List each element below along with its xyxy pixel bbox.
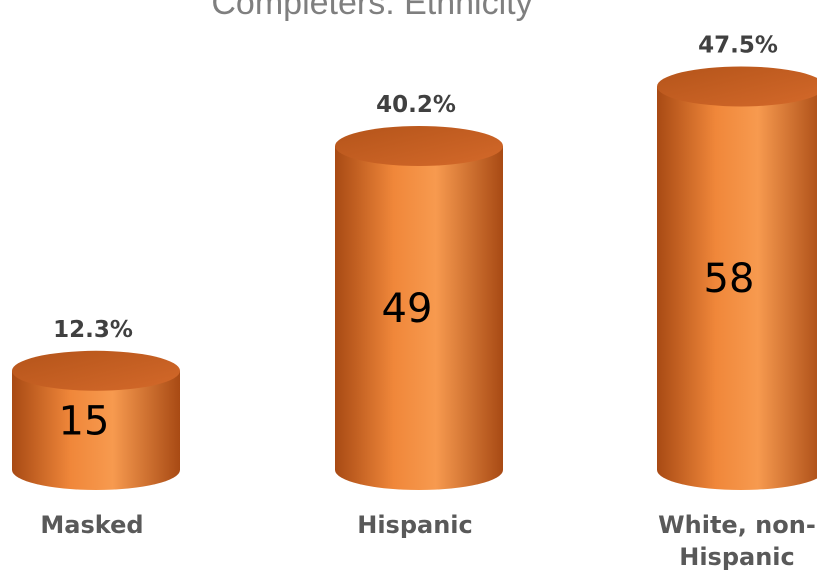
value-label-1: 15 [59, 398, 110, 444]
bar-body-3 [657, 86, 817, 490]
bar-top-2 [335, 125, 503, 166]
bar-body-2 [335, 145, 503, 490]
percent-label-1: 12.3% [53, 317, 133, 343]
category-label-2: Hispanic [357, 511, 473, 539]
category-label-3-line-2: Hispanic [679, 543, 795, 571]
category-label-1: Masked [40, 511, 143, 539]
bars-layer: 12.3% 15 Masked 40.2% 49 Hispanic 47.5% 58 White… [12, 32, 817, 571]
category-label-3-line-1: White, non- [658, 511, 816, 539]
value-label-2: 49 [382, 286, 433, 332]
value-label-3: 58 [704, 256, 755, 302]
percent-label-2: 40.2% [376, 92, 456, 118]
bar-top-1 [12, 350, 180, 391]
percent-label-3: 47.5% [698, 32, 778, 58]
chart-title: Completers: Ethnicity [211, 0, 532, 22]
bar-top-3 [657, 66, 817, 107]
bar-body-1 [12, 370, 180, 490]
